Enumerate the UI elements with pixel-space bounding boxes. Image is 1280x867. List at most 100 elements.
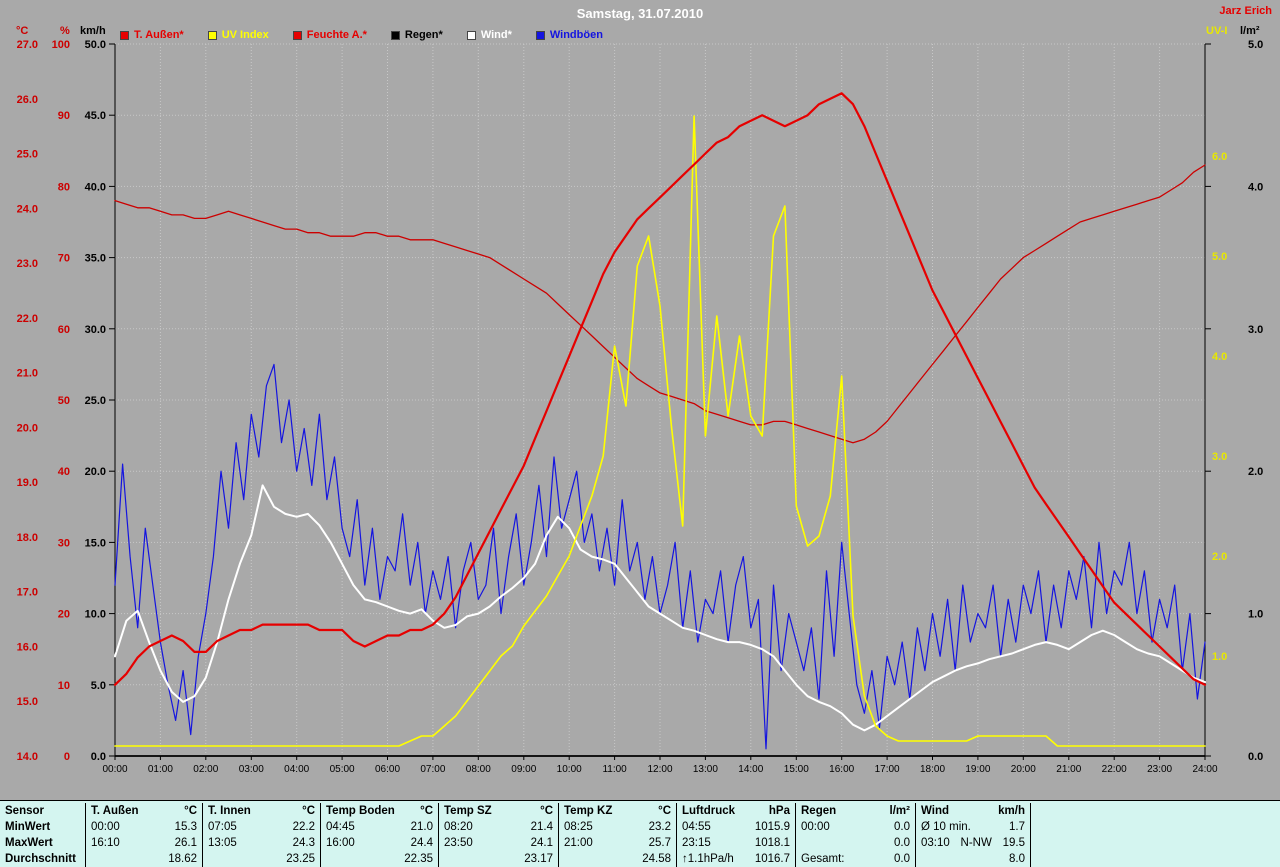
axis-tick-label: 50.0	[85, 39, 106, 51]
stat-cell: 04:55 1015.9	[676, 819, 795, 835]
stat-cell-part: °C	[658, 805, 671, 817]
legend-swatch-icon	[120, 30, 129, 40]
stat-cell-part: 24.1	[530, 837, 553, 849]
x-tick-label: 06:00	[375, 764, 400, 775]
x-tick-label: 17:00	[875, 764, 900, 775]
axis-tick-label: 15.0	[85, 537, 106, 549]
stat-cell-part: 00:00	[801, 821, 830, 833]
weather-chart: 27.0 26.0 25.0 24.0 23.0 22.0 21.0 20.0 19.0 18.0…	[17, 39, 1264, 775]
x-tick-label: 23:00	[1147, 764, 1172, 775]
axis-tick-label: 4.0	[1212, 351, 1227, 363]
stat-cell-part: ↑1.1hPa/h	[682, 853, 734, 865]
axis-tick-label: 50	[58, 395, 70, 407]
stat-cell-part: 24.58	[642, 853, 671, 865]
x-tick-label: 22:00	[1102, 764, 1127, 775]
stat-cell: 13:05 24.3	[202, 835, 320, 851]
stat-cell-part: Temp Boden	[326, 805, 395, 817]
stat-cell: Temp KZ °C	[558, 803, 676, 819]
stat-cell: T. Innen °C	[202, 803, 320, 819]
stat-cell: 16:10 26.1	[85, 835, 202, 851]
stat-cell: 04:45 21.0	[320, 819, 438, 835]
stat-cell-part: Ø 10 min.	[921, 821, 971, 833]
stat-cell: 23.25	[202, 851, 320, 867]
stat-cell: Wind km/h	[915, 803, 1030, 819]
axis-tick-label: 27.0	[17, 39, 38, 51]
stat-cell: 08:25 23.2	[558, 819, 676, 835]
axis-tick-label: 6.0	[1212, 151, 1227, 163]
stat-cell-part: 03:10	[921, 837, 950, 849]
axis-tick-label: 100	[52, 39, 70, 51]
axis-tick-label: 18.0	[17, 532, 38, 544]
series-wind	[114, 484, 1206, 732]
axis-tick-label: 15.0	[17, 696, 38, 708]
axis-tick-label: 80	[58, 181, 70, 193]
stat-cell-part: 22.2	[292, 821, 315, 833]
stat-cell-part: 04:55	[682, 821, 711, 833]
axis-tick-label: 1.0	[1248, 609, 1263, 621]
stat-cell: 23:50 24.1	[438, 835, 558, 851]
legend-label: Wind*	[480, 29, 512, 41]
stat-cell: T. Außen °C	[85, 803, 202, 819]
axis-tick-label: 14.0	[17, 751, 38, 763]
stat-cell-part: 23:15	[682, 837, 711, 849]
stat-cell-part: 24.3	[292, 837, 315, 849]
x-tick-label: 04:00	[284, 764, 309, 775]
axis-tick-label: 45.0	[85, 110, 106, 122]
table-row: MaxWert 16:10 26.1 13:05 24.3 16:00 24.4 23:50 2…	[0, 835, 1280, 851]
series-t-au-en	[113, 92, 1207, 686]
stat-row-label: MinWert	[5, 821, 51, 833]
stat-cell: 23:15 1018.1	[676, 835, 795, 851]
stat-cell-part: Temp KZ	[564, 805, 613, 817]
legend-item-3: Regen*	[390, 29, 443, 41]
table-filler	[1030, 851, 1280, 867]
axis-tick-label: 23.0	[17, 258, 38, 270]
stat-cell-part: 18.62	[168, 853, 197, 865]
axis-tick-label: 16.0	[17, 642, 38, 654]
x-tick-label: 02:00	[193, 764, 218, 775]
stat-cell-part: 23.2	[648, 821, 671, 833]
x-tick-label: 12:00	[647, 764, 672, 775]
legend-label: T. Außen*	[134, 29, 184, 41]
legend-swatch-icon	[390, 30, 400, 40]
axis-tick-label: 3.0	[1248, 324, 1263, 336]
stat-cell-part: 26.1	[174, 837, 197, 849]
axis-unit-uv: UV-I	[1206, 25, 1228, 37]
stat-cell-part: 07:05	[208, 821, 237, 833]
stat-cell-part: 15.3	[174, 821, 197, 833]
axis-tick-label: 0	[64, 751, 70, 763]
x-tick-label: 03:00	[239, 764, 264, 775]
stat-cell-part: °C	[302, 805, 315, 817]
stat-cell-part: N-NW	[960, 837, 992, 849]
stat-row-label: Sensor	[5, 805, 44, 817]
stat-cell: 03:10 N-NW 19.5	[915, 835, 1030, 851]
axis-tick-label: 4.0	[1248, 181, 1263, 193]
axis-tick-label: 24.0	[17, 203, 38, 215]
axis-tick-label: 5.0	[91, 680, 106, 692]
x-tick-label: 19:00	[965, 764, 990, 775]
stat-cell: 16:00 24.4	[320, 835, 438, 851]
axis-tick-label: 5.0	[1248, 39, 1263, 51]
axis-tick-label: 90	[58, 110, 70, 122]
legend-label: UV Index	[221, 29, 269, 41]
stat-cell-part: 00:00	[91, 821, 120, 833]
stat-cell-part: °C	[420, 805, 433, 817]
axis-tick-label: 19.0	[17, 477, 38, 489]
legend-label: Windböen	[549, 29, 603, 41]
station-owner: Jarz Erich	[1219, 5, 1272, 17]
stat-cell: Regen l/m²	[795, 803, 915, 819]
x-tick-label: 07:00	[420, 764, 445, 775]
legend-label: Feuchte A.*	[306, 29, 367, 41]
stat-cell-part: Wind	[921, 805, 949, 817]
stat-cell-part: 08:20	[444, 821, 473, 833]
chart-legend: T. Außen* UV Index Feuchte A.* Regen* Wind* W…	[120, 29, 603, 41]
axis-tick-label: 40	[58, 466, 70, 478]
stat-cell-part: 0.0	[894, 853, 910, 865]
stat-cell-part: 04:45	[326, 821, 355, 833]
stat-cell: 22.35	[320, 851, 438, 867]
stat-cell-part: 1.7	[1009, 821, 1025, 833]
axis-tick-label: 10.0	[85, 609, 106, 621]
stat-cell-part: Luftdruck	[682, 805, 736, 817]
stat-cell-part: 8.0	[1009, 853, 1025, 865]
axis-unit-celsius: °C	[16, 25, 29, 37]
